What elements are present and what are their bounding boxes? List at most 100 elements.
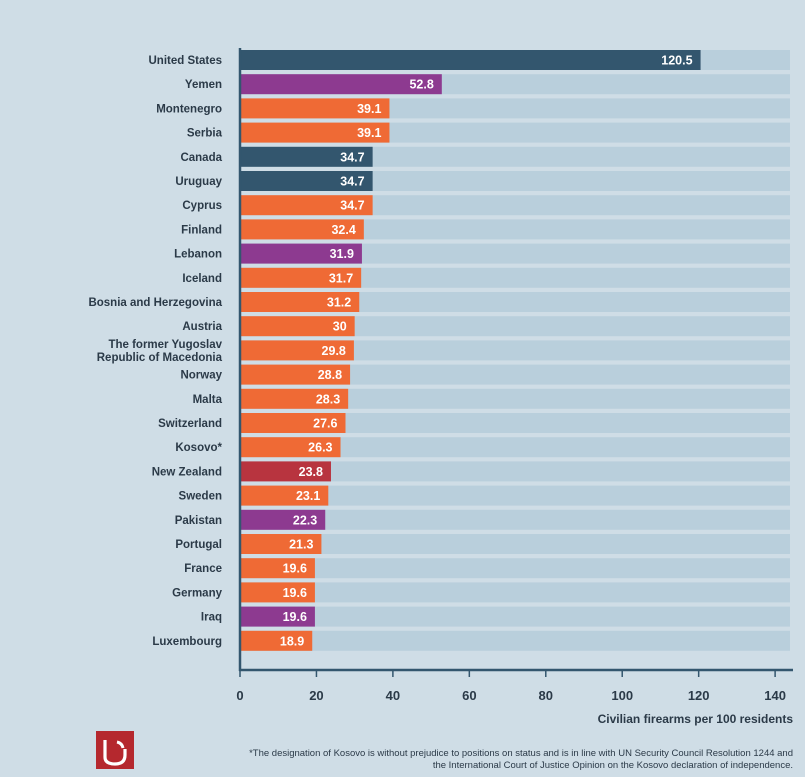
- data-label: 19.6: [283, 562, 307, 576]
- bar-track: [240, 292, 790, 312]
- bar: [240, 98, 390, 119]
- category-label: Austria: [182, 321, 222, 333]
- bar: [240, 267, 362, 288]
- bar: [240, 74, 442, 95]
- category-label: Kosovo*: [175, 442, 222, 454]
- bar-track: [240, 630, 790, 651]
- data-label: 26.3: [308, 441, 332, 455]
- category-label: Uruguay: [175, 176, 222, 188]
- bar-track: [240, 461, 790, 482]
- data-label: 19.6: [283, 610, 307, 624]
- x-tick-label: 80: [539, 688, 553, 703]
- footnote-line-2: the International Court of Justice Opini…: [432, 760, 793, 771]
- bar: [240, 534, 322, 554]
- category-label: The former Yugoslav: [108, 339, 222, 351]
- bar-track: [240, 413, 790, 433]
- bar-track: [240, 388, 790, 409]
- x-tick-label: 120: [688, 688, 710, 703]
- x-tick-label: 140: [764, 688, 786, 703]
- bar-track: [240, 243, 790, 264]
- category-label: Canada: [180, 152, 222, 164]
- bar: [240, 171, 373, 191]
- x-tick-label: 100: [611, 688, 633, 703]
- data-label: 21.3: [289, 538, 313, 552]
- category-label: Bosnia and Herzegovina: [88, 297, 222, 309]
- bar-track: [240, 534, 790, 554]
- footnote: *The designation of Kosovo is without pr…: [153, 748, 793, 772]
- data-label: 30: [333, 320, 347, 334]
- category-label: Iceland: [182, 273, 222, 285]
- category-label: Yemen: [185, 79, 222, 91]
- bar: [240, 509, 326, 530]
- data-label: 31.2: [327, 296, 351, 310]
- category-label: Lebanon: [174, 249, 222, 261]
- bar: [240, 340, 354, 361]
- category-label: Republic of Macedonia: [97, 352, 223, 364]
- x-tick-label: 40: [386, 688, 400, 703]
- data-label: 28.3: [316, 392, 340, 406]
- category-label: Switzerland: [158, 418, 222, 430]
- bar: [240, 630, 313, 651]
- data-label: 29.8: [322, 344, 346, 358]
- category-label: France: [184, 563, 222, 575]
- data-label: 27.6: [313, 417, 337, 431]
- data-label: 28.8: [318, 368, 342, 382]
- bar: [240, 292, 360, 312]
- category-label: Pakistan: [175, 515, 222, 527]
- data-label: 120.5: [661, 54, 692, 68]
- bar: [240, 243, 362, 264]
- bar-track: [240, 364, 790, 385]
- bar: [240, 606, 315, 627]
- publisher-logo-icon: [96, 731, 134, 769]
- bar: [240, 485, 329, 506]
- category-label: Luxembourg: [152, 636, 222, 648]
- bar: [240, 364, 351, 385]
- bar-track: [240, 316, 790, 337]
- bar: [240, 582, 315, 603]
- bar: [240, 558, 315, 579]
- category-label: Malta: [193, 394, 223, 406]
- bar-track: [240, 340, 790, 361]
- bar: [240, 461, 331, 482]
- category-label: Serbia: [187, 128, 223, 140]
- category-label: Sweden: [179, 491, 222, 503]
- category-label: Portugal: [175, 539, 222, 551]
- bar-track: [240, 195, 790, 216]
- data-label: 39.1: [357, 126, 381, 140]
- data-label: 31.7: [329, 271, 353, 285]
- category-label: Germany: [172, 587, 222, 599]
- category-label: United States: [149, 55, 223, 67]
- bar-track: [240, 582, 790, 603]
- x-axis-label: Civilian firearms per 100 residents: [597, 712, 793, 726]
- x-tick-label: 0: [236, 688, 243, 703]
- data-label: 39.1: [357, 102, 381, 116]
- bar-track: [240, 219, 790, 240]
- bar: [240, 50, 701, 70]
- bar-track: [240, 558, 790, 579]
- data-label: 19.6: [283, 586, 307, 600]
- data-label: 34.7: [340, 150, 364, 164]
- bar: [240, 413, 346, 433]
- x-tick-label: 60: [462, 688, 476, 703]
- category-label: Iraq: [201, 612, 222, 624]
- bar-track: [240, 267, 790, 288]
- category-label: Montenegro: [156, 103, 222, 115]
- bar-track: [240, 146, 790, 167]
- category-label: Cyprus: [182, 200, 222, 212]
- bar: [240, 146, 373, 167]
- data-label: 31.9: [330, 247, 354, 261]
- bar-track: [240, 509, 790, 530]
- footnote-line-1: *The designation of Kosovo is without pr…: [249, 748, 793, 759]
- bar-track: [240, 171, 790, 191]
- x-tick-label: 20: [309, 688, 323, 703]
- category-label: New Zealand: [152, 466, 222, 478]
- data-label: 34.7: [340, 175, 364, 189]
- bar-track: [240, 485, 790, 506]
- data-label: 34.7: [340, 199, 364, 213]
- data-label: 23.8: [299, 465, 323, 479]
- data-label: 32.4: [331, 223, 355, 237]
- category-label: Norway: [180, 370, 222, 382]
- data-label: 52.8: [409, 78, 433, 92]
